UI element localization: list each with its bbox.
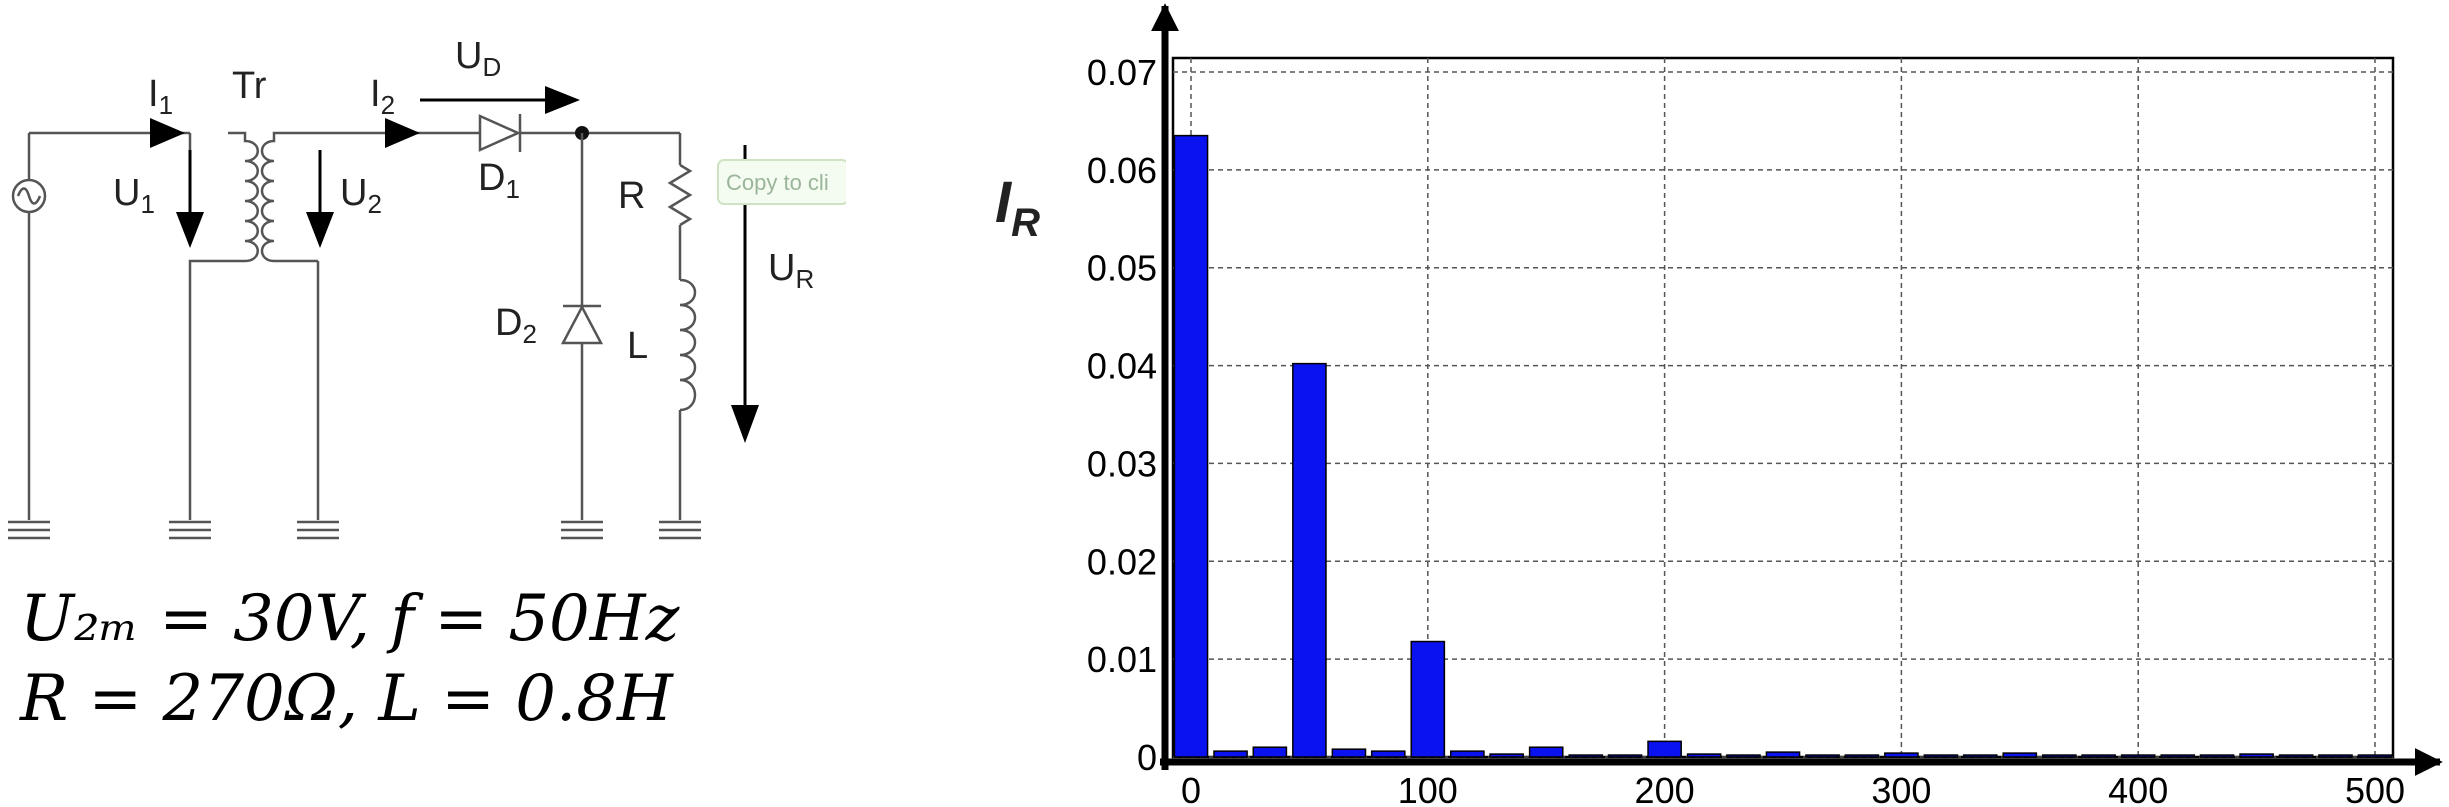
grid-lines bbox=[1173, 58, 2393, 758]
bar bbox=[1844, 754, 1880, 758]
copy-tooltip[interactable]: Copy to cli bbox=[717, 150, 866, 220]
bars bbox=[1173, 134, 2393, 758]
circuit-arrows bbox=[150, 86, 759, 443]
x-tick-label: 200 bbox=[1635, 770, 1695, 807]
bar bbox=[1607, 754, 1643, 758]
resistor-icon bbox=[667, 163, 693, 227]
label-l: L bbox=[627, 325, 648, 367]
bar bbox=[2081, 754, 2116, 758]
bar bbox=[1331, 748, 1367, 758]
inductor-icon bbox=[679, 278, 697, 412]
x-tick-label: 0 bbox=[1181, 770, 1201, 807]
x-tick-labels: 0 100 200 300 400 500 bbox=[1181, 770, 2405, 807]
label-ud: UD bbox=[455, 35, 501, 82]
bar bbox=[2002, 752, 2038, 758]
label-d2: D2 bbox=[495, 302, 537, 349]
bar bbox=[1213, 750, 1248, 758]
parameters-line-1: U₂ₘ = 30V, f = 50Hz bbox=[20, 582, 681, 656]
bar bbox=[2199, 754, 2235, 758]
bar bbox=[2357, 754, 2393, 758]
y-tick-label: 0.03 bbox=[1087, 443, 1157, 484]
plot-frame bbox=[1171, 56, 2395, 759]
bar bbox=[1923, 754, 1959, 758]
y-axis-label: IR bbox=[995, 170, 1040, 245]
bar bbox=[2120, 754, 2156, 758]
spectrum-chart: 0 0.01 0.02 0.03 0.04 0.05 0.06 0.07 0 100 200 300… bbox=[995, 3, 2443, 807]
ac-source-icon bbox=[11, 133, 47, 520]
bar bbox=[1252, 746, 1288, 758]
bar bbox=[2278, 754, 2314, 758]
label-i2: I2 bbox=[370, 73, 395, 120]
bar bbox=[2042, 754, 2077, 758]
x-tick-label: 500 bbox=[2345, 770, 2405, 807]
current-i1-arrow-icon bbox=[150, 118, 185, 148]
diode-d1-icon bbox=[418, 114, 680, 152]
bar bbox=[1410, 640, 1446, 758]
parameters-line-2: R = 270Ω, L = 0.8H bbox=[19, 662, 674, 736]
x-tick-label: 400 bbox=[2108, 770, 2168, 807]
bar bbox=[1173, 134, 1209, 758]
bar bbox=[2318, 754, 2353, 758]
label-r: R bbox=[618, 175, 645, 217]
label-i1: I1 bbox=[148, 73, 173, 120]
label-u1: U1 bbox=[113, 172, 155, 219]
label-d1: D1 bbox=[478, 157, 520, 204]
bar bbox=[2160, 754, 2196, 758]
y-tick-label: 0.04 bbox=[1087, 346, 1157, 387]
bar bbox=[1450, 750, 1485, 758]
bar bbox=[1686, 753, 1722, 758]
bar bbox=[1962, 754, 1998, 758]
y-tick-label: 0.02 bbox=[1087, 541, 1157, 582]
y-tick-label: 0.01 bbox=[1087, 639, 1157, 680]
bar bbox=[1292, 362, 1327, 758]
bar bbox=[1528, 746, 1564, 758]
bar bbox=[1370, 750, 1406, 758]
diode-d2-icon bbox=[560, 304, 604, 345]
circuit-labels: I1 Tr I2 UD U1 U2 D1 R D2 L UR bbox=[113, 35, 814, 367]
x-tick-label: 100 bbox=[1398, 770, 1458, 807]
ground-icon bbox=[8, 520, 701, 540]
label-u2: U2 bbox=[340, 172, 382, 219]
bar bbox=[1489, 753, 1524, 758]
svg-text:Copy to cli: Copy to cli bbox=[726, 170, 829, 195]
bar bbox=[1726, 754, 1761, 758]
y-tick-label: 0.07 bbox=[1087, 52, 1157, 93]
current-i2-arrow-icon bbox=[385, 118, 420, 148]
y-tick-label: 0 bbox=[1137, 737, 1157, 778]
bar bbox=[1884, 752, 1919, 758]
bar bbox=[2239, 753, 2274, 758]
label-transformer: Tr bbox=[232, 65, 267, 107]
bar bbox=[1647, 740, 1682, 758]
secondary-winding-icon bbox=[260, 131, 418, 263]
x-tick-label: 300 bbox=[1871, 770, 1931, 807]
primary-winding-icon bbox=[188, 131, 259, 520]
bar bbox=[1805, 754, 1840, 758]
bar bbox=[1568, 754, 1604, 758]
label-ur: UR bbox=[768, 247, 814, 294]
y-tick-label: 0.06 bbox=[1087, 150, 1157, 191]
y-tick-label: 0.05 bbox=[1087, 248, 1157, 289]
y-tick-labels: 0 0.01 0.02 0.03 0.04 0.05 0.06 0.07 bbox=[1087, 52, 1157, 778]
bar bbox=[1765, 751, 1801, 758]
